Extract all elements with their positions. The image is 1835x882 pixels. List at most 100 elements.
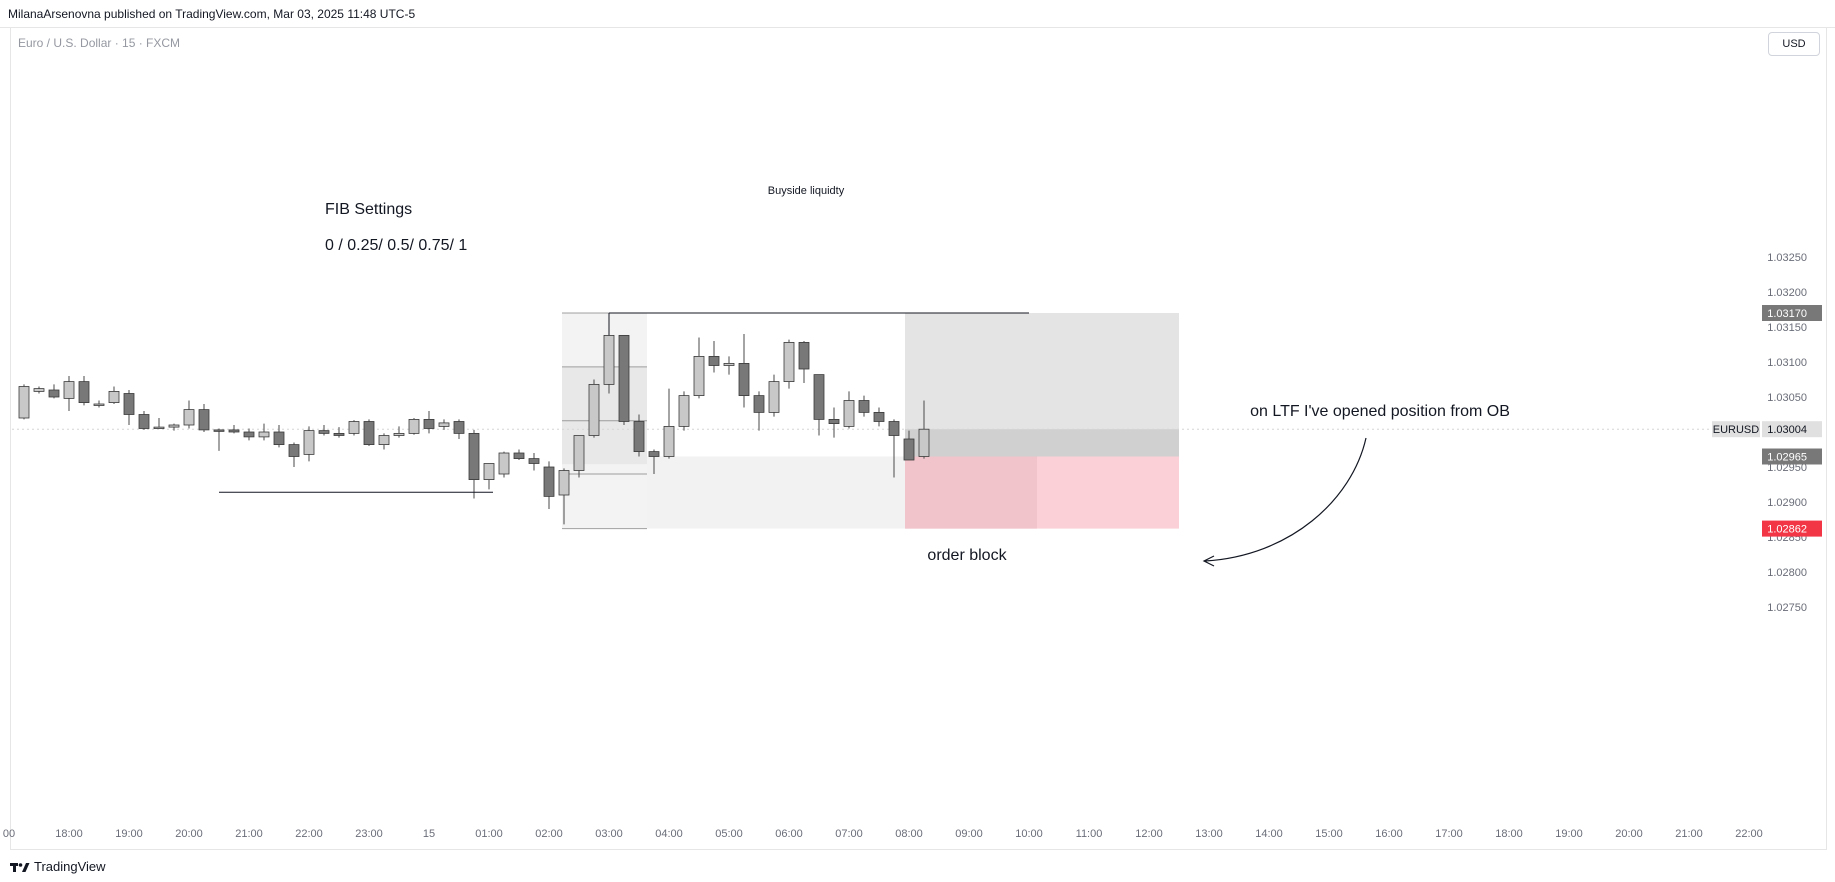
candle-body bbox=[498, 452, 510, 475]
candle bbox=[813, 374, 825, 436]
fib-levels-text: 0 / 0.25/ 0.5/ 0.75/ 1 bbox=[325, 237, 467, 254]
candle bbox=[348, 420, 360, 436]
candle bbox=[453, 419, 465, 439]
time-tick-label: 21:00 bbox=[235, 828, 263, 840]
candle bbox=[798, 341, 810, 383]
candle bbox=[903, 430, 915, 461]
time-tick-label: 00 bbox=[3, 828, 15, 840]
price-tick-label: 1.02900 bbox=[1767, 497, 1807, 509]
candle-body bbox=[333, 432, 345, 436]
drawings-layer bbox=[219, 312, 1367, 567]
candle-body bbox=[873, 411, 885, 422]
price-tag bbox=[1762, 305, 1822, 321]
candle bbox=[468, 429, 480, 499]
candle-body bbox=[888, 421, 900, 436]
candle-body bbox=[153, 426, 165, 430]
candle bbox=[543, 461, 555, 509]
tradingview-brand-text: TradingView bbox=[34, 859, 106, 874]
candle bbox=[783, 339, 795, 389]
candle bbox=[78, 376, 90, 406]
position-note: on LTF I've opened position from OB bbox=[1250, 403, 1510, 420]
candle-body bbox=[918, 428, 930, 457]
candle-body bbox=[558, 470, 570, 496]
candle-body bbox=[603, 334, 615, 385]
time-axis: 00 18:00 19:00 20:00 21:00 22:00 23:00 15 01:00 0… bbox=[3, 828, 1763, 840]
time-tick-label: 22:00 bbox=[1735, 828, 1763, 840]
candle bbox=[828, 407, 840, 438]
time-tick-label: 08:00 bbox=[895, 828, 923, 840]
price-tick-label: 1.02950 bbox=[1767, 462, 1807, 474]
candle-body bbox=[378, 435, 390, 445]
candle bbox=[843, 391, 855, 429]
candle-body bbox=[48, 389, 60, 398]
candle-body bbox=[453, 421, 465, 434]
candle-body bbox=[813, 374, 825, 420]
time-tick-label: 21:00 bbox=[1675, 828, 1703, 840]
curved-arrow-path bbox=[1204, 437, 1367, 562]
time-tick-label: 17:00 bbox=[1435, 828, 1463, 840]
candle-body bbox=[363, 421, 375, 446]
time-tick-label: 02:00 bbox=[535, 828, 563, 840]
candle-body bbox=[543, 466, 555, 497]
price-tag-label: 1.02862 bbox=[1767, 524, 1807, 536]
time-tick-label: 13:00 bbox=[1195, 828, 1223, 840]
candle-body bbox=[168, 424, 180, 428]
price-tick-label: 1.02800 bbox=[1767, 567, 1807, 579]
time-tick-label: 23:00 bbox=[355, 828, 383, 840]
candle-body bbox=[663, 425, 675, 457]
candle bbox=[93, 400, 105, 408]
candle bbox=[648, 449, 660, 474]
candle-body bbox=[573, 435, 585, 471]
candle bbox=[588, 379, 600, 438]
time-tick-label: 16:00 bbox=[1375, 828, 1403, 840]
candle bbox=[408, 418, 420, 435]
price-tick-label: 1.03150 bbox=[1767, 322, 1807, 334]
range-box bbox=[647, 456, 909, 529]
candle bbox=[393, 426, 405, 438]
currency-button[interactable]: USD bbox=[1768, 32, 1820, 56]
candle-body bbox=[903, 438, 915, 461]
candle bbox=[528, 453, 540, 471]
tradingview-logo[interactable]: TradingView bbox=[10, 859, 106, 874]
candle-body bbox=[783, 341, 795, 382]
candle-body bbox=[693, 355, 705, 396]
candle-body bbox=[408, 418, 420, 434]
price-tag-label: 1.02965 bbox=[1767, 452, 1807, 464]
candle bbox=[423, 411, 435, 434]
candle bbox=[663, 388, 675, 459]
candles-layer bbox=[18, 313, 930, 525]
price-tick-label: 1.02750 bbox=[1767, 602, 1807, 614]
chart-zones bbox=[12, 312, 1710, 530]
candle-body bbox=[708, 355, 720, 366]
candle bbox=[153, 418, 165, 430]
price-axis: 1.03250 1.03200 1.03150 1.03100 1.03050 1.029… bbox=[1712, 252, 1822, 614]
time-tick-label: 20:00 bbox=[175, 828, 203, 840]
tradingview-logo-icon bbox=[10, 862, 30, 872]
time-tick-label: 03:00 bbox=[595, 828, 623, 840]
footer: TradingView bbox=[0, 852, 1835, 882]
candle-body bbox=[768, 381, 780, 413]
candle-body bbox=[123, 393, 135, 415]
candle bbox=[738, 334, 750, 408]
candle bbox=[438, 419, 450, 430]
candle bbox=[918, 400, 930, 459]
symbol-tag bbox=[1712, 421, 1760, 438]
candle bbox=[183, 400, 195, 429]
candle-body bbox=[243, 431, 255, 438]
time-tick-label: 11:00 bbox=[1076, 828, 1103, 840]
time-tick-label: 15 bbox=[423, 828, 435, 840]
candle bbox=[873, 407, 885, 427]
candle-body bbox=[588, 383, 600, 436]
candle-body bbox=[318, 430, 330, 434]
order-block-inner bbox=[905, 456, 1037, 529]
candle bbox=[678, 391, 690, 431]
candle bbox=[258, 423, 270, 441]
candle-body bbox=[798, 341, 810, 370]
candle-body bbox=[483, 463, 495, 481]
candle-body bbox=[633, 421, 645, 453]
candle bbox=[273, 425, 285, 448]
buyside-liquidity-label: Buyside liquidty bbox=[768, 185, 845, 197]
candle bbox=[618, 334, 630, 425]
candle-body bbox=[78, 381, 90, 404]
